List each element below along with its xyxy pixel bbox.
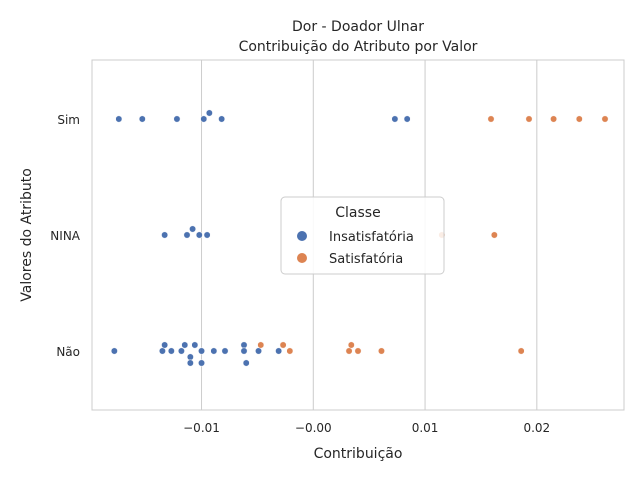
point-1-6 bbox=[490, 231, 498, 239]
point-0-24 bbox=[210, 347, 218, 355]
point-0-1 bbox=[138, 115, 146, 123]
legend-marker-satisfatoria bbox=[297, 253, 307, 263]
point-0-4 bbox=[205, 109, 213, 117]
point-0-2 bbox=[173, 115, 181, 123]
point-0-20 bbox=[186, 359, 194, 367]
point-0-25 bbox=[221, 347, 229, 355]
point-0-5 bbox=[218, 115, 226, 123]
legend-label-insatisfatoria: Insatisfatória bbox=[329, 230, 414, 245]
point-0-12 bbox=[203, 231, 211, 239]
point-1-4 bbox=[601, 115, 609, 123]
point-0-8 bbox=[161, 231, 169, 239]
point-0-16 bbox=[167, 347, 175, 355]
point-0-3 bbox=[200, 115, 208, 123]
y-tick-label-1: NINA bbox=[50, 229, 80, 243]
legend-title: Classe bbox=[335, 205, 380, 221]
chart-title: Dor - Doador Ulnar bbox=[292, 19, 424, 35]
point-0-21 bbox=[191, 341, 199, 349]
point-1-9 bbox=[286, 347, 294, 355]
point-1-11 bbox=[347, 341, 355, 349]
legend-label-satisfatoria: Satisfatória bbox=[329, 252, 403, 267]
point-0-26 bbox=[240, 341, 248, 349]
y-tick-label-0: Sim bbox=[57, 113, 80, 127]
point-0-13 bbox=[110, 347, 118, 355]
legend-box bbox=[280, 196, 445, 275]
point-0-19 bbox=[186, 353, 194, 361]
data-points bbox=[110, 109, 609, 367]
x-tick-label-0: −0.01 bbox=[183, 421, 220, 435]
point-0-6 bbox=[391, 115, 399, 123]
point-0-28 bbox=[242, 359, 250, 367]
point-0-15 bbox=[161, 341, 169, 349]
legend: Classe Insatisfatória Satisfatória bbox=[280, 196, 445, 275]
point-0-14 bbox=[158, 347, 166, 355]
point-0-23 bbox=[198, 359, 205, 367]
point-0-11 bbox=[195, 231, 203, 239]
point-0-29 bbox=[255, 347, 262, 355]
y-tick-label-2: Não bbox=[56, 345, 80, 359]
point-1-8 bbox=[279, 341, 287, 349]
point-1-13 bbox=[378, 347, 385, 355]
point-0-30 bbox=[275, 347, 283, 355]
point-1-2 bbox=[550, 115, 558, 123]
y-axis-label: Valores do Atributo bbox=[19, 168, 35, 302]
chart-subtitle: Contribuição do Atributo por Valor bbox=[239, 39, 478, 55]
x-axis-label: Contribuição bbox=[314, 446, 403, 462]
point-0-27 bbox=[240, 347, 248, 355]
point-1-1 bbox=[525, 115, 533, 123]
point-1-0 bbox=[487, 115, 495, 123]
point-0-7 bbox=[403, 115, 411, 123]
x-tick-label-1: −0.00 bbox=[295, 421, 332, 435]
x-tick-label-2: 0.01 bbox=[412, 421, 439, 435]
point-0-18 bbox=[181, 341, 189, 349]
x-tick-label-3: 0.02 bbox=[523, 421, 550, 435]
point-1-10 bbox=[345, 347, 353, 355]
point-0-22 bbox=[198, 347, 205, 355]
point-1-14 bbox=[517, 347, 525, 355]
legend-marker-insatisfatoria bbox=[297, 231, 307, 241]
point-1-3 bbox=[575, 115, 583, 123]
point-0-9 bbox=[183, 231, 191, 239]
y-axis: Sim NINA Não bbox=[50, 113, 80, 359]
point-1-7 bbox=[257, 341, 265, 349]
point-1-12 bbox=[354, 347, 362, 355]
point-0-17 bbox=[177, 347, 185, 355]
x-axis: −0.01 −0.00 0.01 0.02 bbox=[183, 421, 550, 435]
point-0-0 bbox=[115, 115, 123, 123]
point-0-10 bbox=[189, 225, 197, 233]
